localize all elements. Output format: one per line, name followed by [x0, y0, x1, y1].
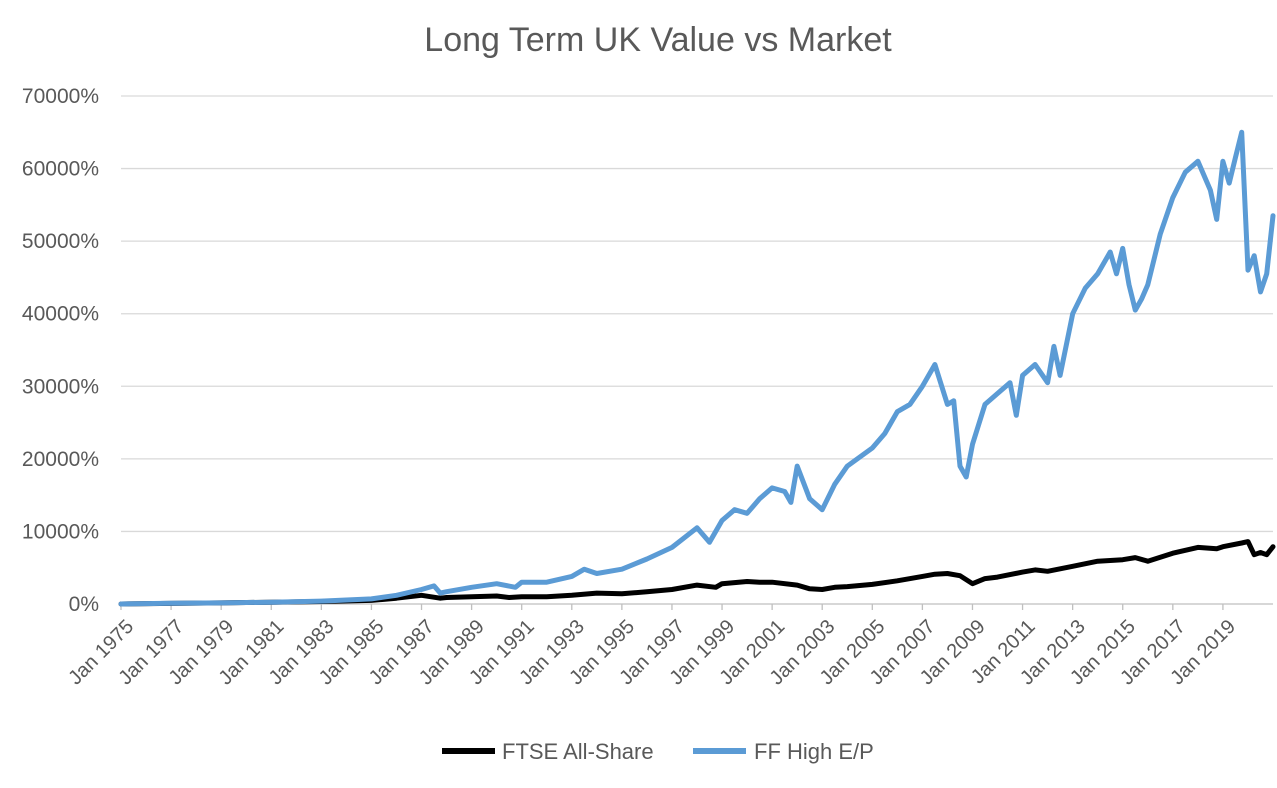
y-tick-label: 70000% — [22, 85, 99, 108]
chart-title: Long Term UK Value vs Market — [424, 21, 892, 59]
x-axis — [120, 603, 1273, 610]
y-tick-label: 40000% — [22, 303, 99, 326]
y-tick-label: 50000% — [22, 230, 99, 253]
legend-item: FTSE All-Share — [442, 739, 654, 764]
series-lines — [118, 129, 1276, 607]
legend-label: FF High E/P — [754, 739, 874, 764]
gridlines — [121, 95, 1273, 533]
legend-item: FF High E/P — [693, 739, 874, 764]
y-tick-label: 10000% — [22, 520, 99, 543]
y-tick-label: 20000% — [22, 448, 99, 471]
y-tick-label: 60000% — [22, 158, 99, 181]
series-line-ftse-all-share — [118, 539, 1276, 607]
series-line-ff-high-ep — [118, 129, 1276, 607]
y-tick-label: 0% — [69, 593, 99, 616]
y-tick-label: 30000% — [22, 375, 99, 398]
y-axis-tick-labels: 0% 10000% 20000% 30000% 40000% 50000% 60000% 70… — [22, 85, 99, 616]
legend: FTSE All-Share FF High E/P — [442, 739, 874, 764]
legend-label: FTSE All-Share — [502, 739, 654, 764]
